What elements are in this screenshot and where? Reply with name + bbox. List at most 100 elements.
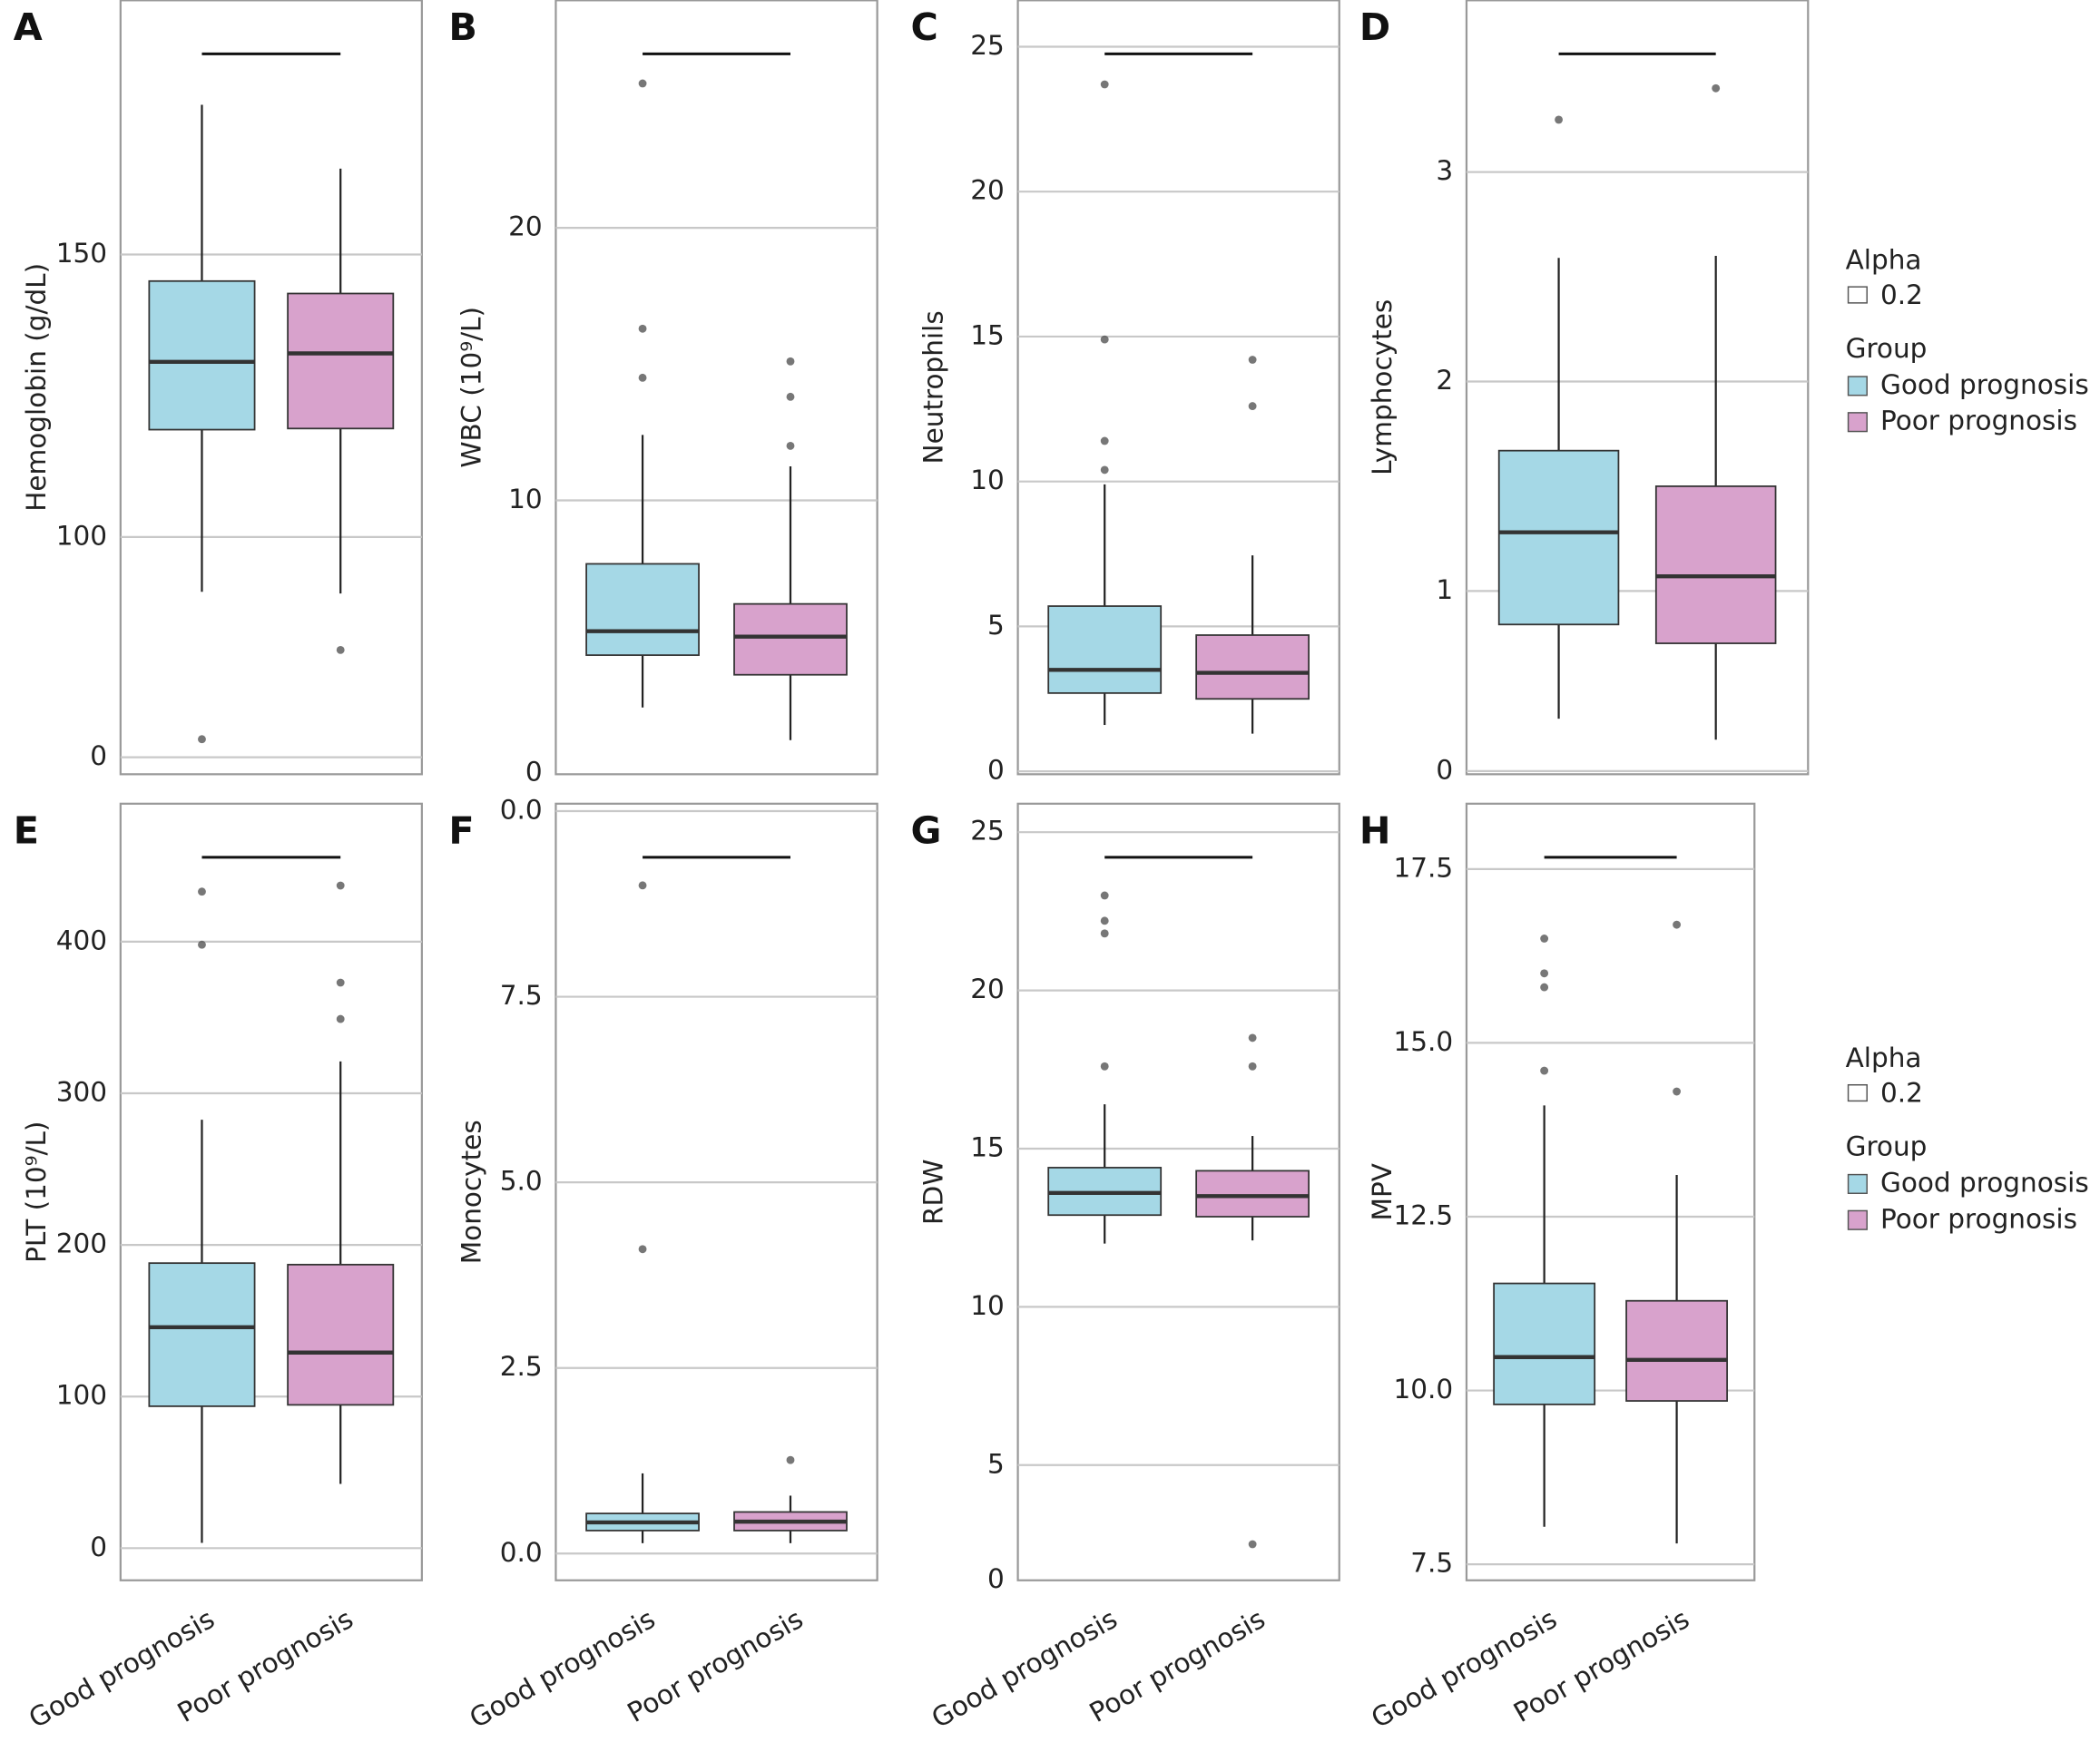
legend-title: Alpha (1846, 1042, 1922, 1073)
y-tick-label: 0.0 (500, 1537, 543, 1568)
y-tick-label: 17.5 (1394, 852, 1454, 883)
y-tick-label: 0 (1436, 754, 1453, 785)
y-axis-label: Neutrophils (918, 310, 949, 464)
y-axis-label: PLT (10⁹/L) (21, 1121, 52, 1263)
outlier (1100, 891, 1109, 900)
plot-frame (554, 0, 878, 776)
box (733, 602, 848, 676)
legend-key (1847, 1209, 1868, 1230)
box (1047, 605, 1163, 694)
outlier (638, 881, 647, 890)
y-tick-label: 300 (56, 1076, 107, 1107)
outlier (198, 940, 206, 949)
box (1195, 634, 1310, 700)
y-tick-label: 20 (508, 211, 543, 242)
outlier (1100, 916, 1109, 925)
outlier (1540, 935, 1549, 943)
plot-frame (119, 0, 423, 776)
y-tick-label: 20 (970, 974, 1005, 1004)
y-axis-label: Hemoglobin (g/dL) (21, 263, 52, 512)
y-tick-label: 100 (56, 1380, 107, 1411)
panel-letter: G (911, 808, 942, 852)
outlier (1100, 80, 1109, 89)
outlier (786, 441, 795, 450)
legend-label: Poor prognosis (1880, 406, 2077, 436)
y-tick-label: 5 (987, 610, 1005, 641)
legend-title: Group (1846, 1131, 1928, 1162)
outlier (1100, 1062, 1109, 1071)
outlier (1248, 356, 1257, 364)
outlier (1673, 920, 1682, 929)
y-tick-label: 1 (1436, 574, 1453, 605)
legend-label: Poor prognosis (1880, 1203, 2077, 1234)
y-tick-label: 150 (56, 238, 107, 269)
y-tick-label: 5 (987, 1448, 1005, 1479)
plot-frame (119, 802, 423, 1581)
y-tick-label: 2 (1436, 365, 1453, 396)
outlier (336, 881, 345, 890)
y-axis-label: MPV (1367, 1163, 1398, 1220)
y-tick-label: 15 (970, 1131, 1005, 1162)
y-tick-label: 20 (970, 175, 1005, 206)
panel-letter: A (14, 5, 43, 49)
y-tick-label: 100 (56, 520, 107, 551)
legend-title: Alpha (1846, 245, 1922, 276)
y-axis-label: Monocytes (456, 1120, 486, 1264)
outlier (786, 357, 795, 366)
y-tick-label: 0 (987, 755, 1005, 786)
outlier (638, 373, 647, 382)
box (1497, 449, 1620, 626)
y-tick-label: 25 (970, 816, 1005, 847)
legend-key (1847, 1083, 1868, 1102)
y-tick-label: 0 (525, 756, 543, 787)
legend-key (1847, 1173, 1868, 1194)
box (148, 279, 256, 431)
outlier (1540, 969, 1549, 978)
legend-label: Good prognosis (1880, 1167, 2089, 1198)
box (585, 563, 700, 656)
outlier (638, 324, 647, 333)
box (287, 1263, 395, 1406)
outlier (786, 392, 795, 401)
y-tick-label: 15.0 (1394, 1026, 1454, 1057)
y-tick-label: 15 (970, 319, 1005, 350)
panel-letter: B (448, 5, 476, 49)
outlier (1100, 465, 1109, 475)
outlier (336, 978, 345, 987)
box (1654, 485, 1777, 644)
y-tick-label: 0 (90, 1532, 107, 1562)
box (148, 1262, 256, 1407)
y-tick-label: 200 (56, 1228, 107, 1259)
outlier (336, 1014, 345, 1023)
panel-letter: C (911, 5, 938, 49)
legend-label: Good prognosis (1880, 369, 2089, 400)
legend-key (1847, 412, 1868, 433)
y-tick-label: 10.0 (1394, 1374, 1454, 1405)
panel-letter: E (14, 808, 39, 852)
outlier (638, 1245, 647, 1254)
plot-frame (1465, 0, 1810, 776)
y-tick-label: 0.0 (500, 794, 543, 825)
panel-letter: H (1359, 808, 1391, 852)
y-tick-label: 0 (90, 740, 107, 771)
legend-key (1847, 376, 1868, 396)
box (1625, 1299, 1728, 1402)
panel-letter: F (448, 808, 474, 852)
outlier (786, 1455, 795, 1464)
outlier (1100, 436, 1109, 445)
plot-frame (1016, 0, 1340, 776)
plot-frame (1016, 802, 1340, 1581)
y-tick-label: 10 (508, 484, 543, 514)
y-tick-label: 5.0 (500, 1166, 543, 1197)
outlier (1673, 1087, 1682, 1096)
box (287, 292, 395, 430)
y-axis-label: WBC (10⁹/L) (456, 307, 486, 468)
y-axis-label: RDW (918, 1160, 949, 1225)
y-tick-label: 400 (56, 925, 107, 955)
outlier (638, 79, 647, 88)
legend-title: Group (1846, 333, 1928, 364)
y-tick-label: 10 (970, 1290, 1005, 1321)
y-tick-label: 12.5 (1394, 1199, 1454, 1230)
y-tick-label: 7.5 (1410, 1548, 1453, 1579)
plot-frame (1465, 802, 1756, 1581)
